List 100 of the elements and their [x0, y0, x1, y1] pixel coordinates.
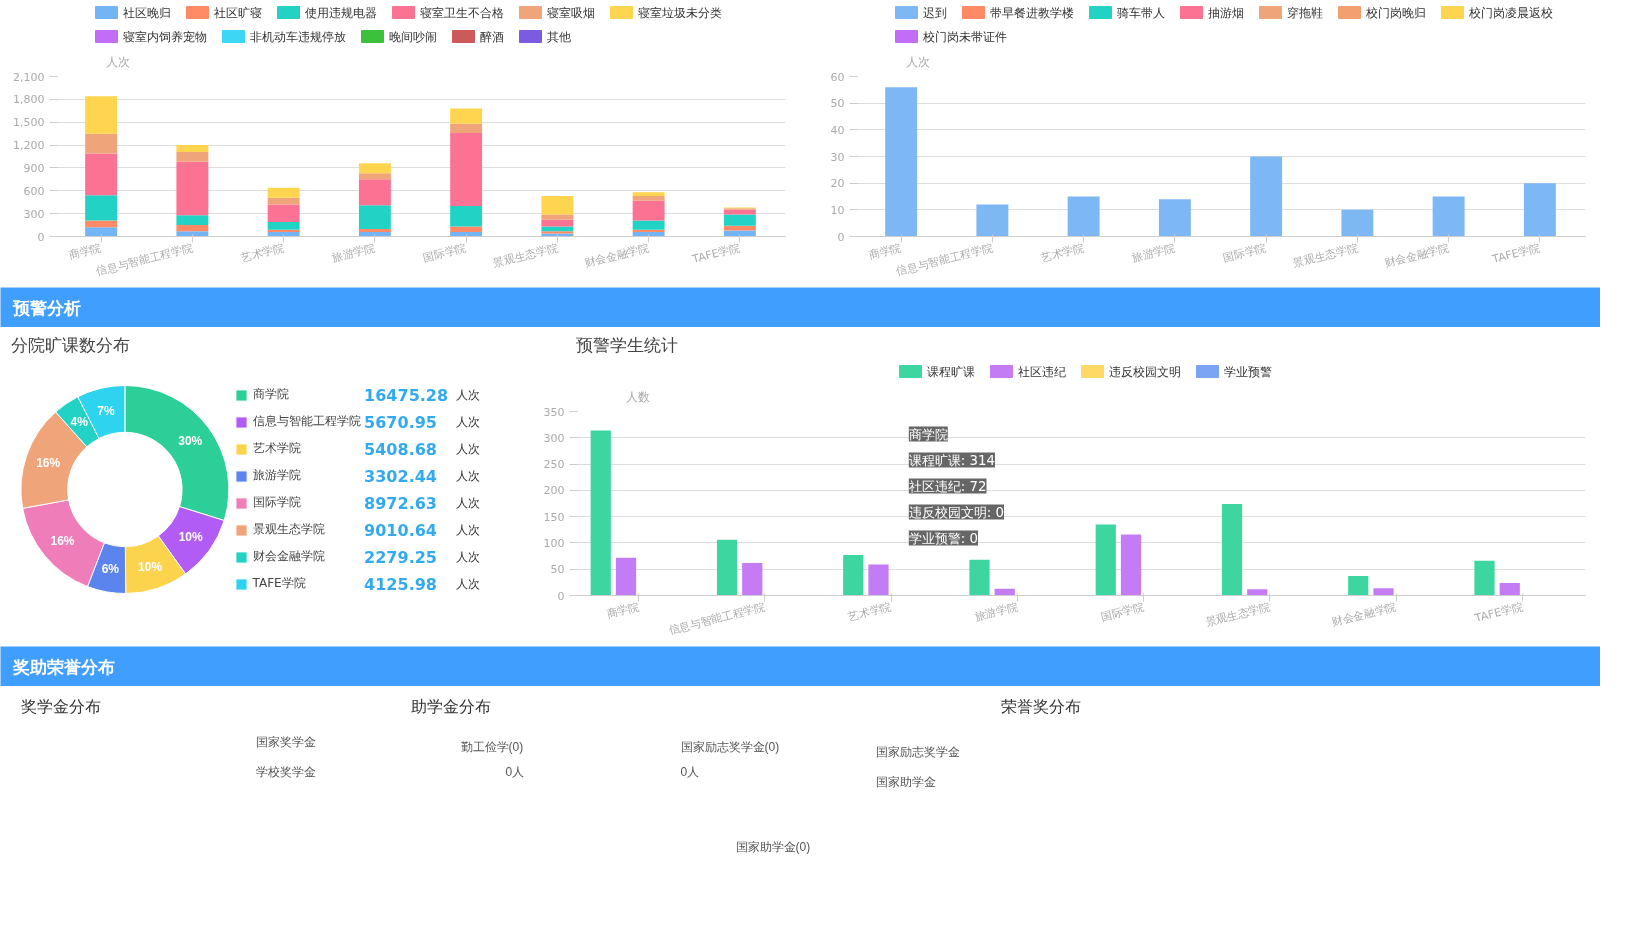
bar — [976, 204, 1009, 237]
y-tick-label: 40 — [830, 123, 845, 137]
x-tick-label: TAFE学院 — [1472, 600, 1524, 626]
x-tick-label: 国际学院 — [1099, 600, 1146, 624]
legend-label: 艺术学院 — [252, 440, 301, 457]
text: 奖学金分布 — [20, 698, 101, 715]
y-tick-label: 300 — [543, 431, 565, 445]
bar — [1095, 524, 1116, 596]
legend-label: 其他 — [546, 29, 571, 44]
bar — [1221, 504, 1243, 596]
bar — [716, 539, 738, 596]
x-tick-label: 旅游学院 — [330, 241, 377, 265]
legend-label: 旅游学院 — [252, 467, 301, 484]
text: 人次 — [456, 469, 481, 483]
bar — [541, 219, 574, 227]
x-tick-label: 景观生态学院 — [491, 241, 559, 271]
y-tick-label: 350 — [543, 405, 565, 419]
bar — [85, 133, 118, 154]
y-tick-label: 200 — [543, 484, 565, 498]
x-tick-label: 艺术学院 — [1039, 241, 1086, 265]
bar — [358, 205, 391, 229]
y-tick-label: 60 — [830, 70, 845, 84]
y-tick-label: 900 — [23, 161, 45, 175]
bar — [176, 145, 209, 152]
text: 预警分析 — [11, 297, 81, 318]
x-tick-label: TAFE学院 — [1490, 241, 1542, 267]
data-label: 3302.44 — [364, 467, 437, 486]
bar — [176, 231, 209, 237]
bar — [267, 222, 300, 230]
text: 国家奖学金 — [255, 734, 316, 749]
x-tick-label: 旅游学院 — [1130, 241, 1177, 265]
legend-label: 景观生态学院 — [252, 521, 325, 538]
y-tick-label: 1,800 — [13, 93, 45, 107]
data-label: 2279.25 — [364, 548, 437, 567]
y-tick-label: 100 — [543, 536, 565, 550]
data-label: 5408.68 — [364, 440, 437, 459]
legend-label: 学业预警 — [1223, 364, 1272, 379]
annotation: 学业预警: 0 — [908, 530, 979, 546]
bar — [723, 230, 756, 237]
bar — [176, 161, 209, 216]
bar — [615, 557, 637, 596]
legend-label: 课程旷课 — [926, 364, 975, 379]
x-tick-label: 艺术学院 — [846, 600, 893, 624]
bar — [1348, 576, 1369, 596]
legend-label: 寝室吸烟 — [546, 5, 595, 20]
y-axis-title: 人数 — [625, 389, 650, 404]
bar — [85, 195, 118, 221]
legend-label: 国际学院 — [252, 494, 301, 511]
legend-label: 信息与智能工程学院 — [252, 413, 361, 430]
legend-label: 寝室垃圾未分类 — [637, 5, 722, 20]
y-tick-label: 10 — [830, 203, 845, 217]
bar — [85, 96, 118, 134]
bar — [632, 220, 665, 230]
y-axis-title: 人次 — [105, 54, 130, 69]
legend-label: 醉酒 — [479, 29, 504, 44]
legend-label: 带早餐进教学楼 — [989, 5, 1074, 20]
legend-label: TAFE学院 — [252, 575, 306, 592]
y-tick-label: 0 — [37, 230, 45, 244]
x-tick-label: 商学院 — [67, 241, 103, 262]
legend-label: 校门岗未带证件 — [921, 29, 1007, 44]
bar — [1120, 534, 1142, 596]
x-tick-label: 旅游学院 — [973, 600, 1019, 624]
text: 国家助学金 — [875, 774, 936, 789]
y-tick-label: 50 — [550, 563, 565, 577]
legend-label: 社区旷寝 — [213, 5, 262, 20]
x-tick-label: 财会金融学院 — [1330, 600, 1398, 630]
text: 人次 — [456, 415, 481, 429]
text: 10% — [138, 559, 163, 574]
text: 荣誉奖分布 — [1000, 698, 1081, 715]
text: 16% — [36, 456, 61, 471]
legend-label: 穿拖鞋 — [1286, 5, 1323, 20]
bar — [843, 555, 864, 596]
bar — [85, 153, 118, 196]
y-axis-title: 人次 — [905, 54, 930, 69]
y-tick-label: 30 — [830, 150, 845, 164]
legend-label: 校门岗凌晨返校 — [1467, 5, 1553, 20]
bar — [868, 564, 889, 596]
y-tick-label: 300 — [23, 207, 45, 221]
y-tick-label: 1,200 — [13, 139, 45, 153]
y-tick-label: 600 — [23, 184, 45, 198]
text: 0人 — [680, 764, 700, 779]
y-tick-label: 2,100 — [13, 70, 45, 84]
x-tick-label: 信息与智能工程学院 — [667, 600, 767, 638]
legend-label: 迟到 — [922, 5, 947, 20]
bar — [541, 196, 574, 215]
y-tick-label: 50 — [830, 97, 845, 111]
y-tick-label: 150 — [543, 510, 565, 524]
text: 国家助学金(0) — [735, 839, 811, 854]
text: 国家励志奖学金 — [875, 744, 960, 759]
bar — [541, 214, 574, 220]
text: 30% — [178, 434, 203, 449]
bar — [1067, 196, 1100, 237]
x-tick-label: 商学院 — [605, 600, 641, 621]
bar — [969, 559, 990, 596]
bar — [1373, 588, 1394, 596]
bar — [1247, 589, 1268, 596]
text: 人次 — [456, 523, 481, 537]
legend-label: 骑车带人 — [1116, 5, 1165, 20]
bar — [176, 151, 209, 162]
bar — [632, 200, 665, 221]
